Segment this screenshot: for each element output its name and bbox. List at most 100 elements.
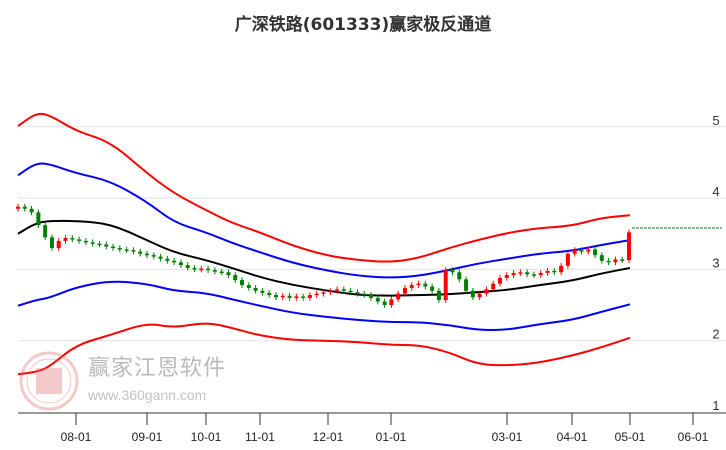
candle-down (436, 290, 441, 301)
x-tick-label: 03-01 (492, 430, 523, 444)
candle-down (369, 295, 374, 298)
candle-up (402, 287, 407, 294)
candle-up (199, 268, 204, 271)
x-tick-label: 04-01 (557, 430, 588, 444)
candle-down (287, 295, 292, 298)
candle-down (620, 259, 625, 261)
band-line-upper-outer (17, 112, 631, 263)
candle-up (389, 299, 394, 306)
candle-down (470, 290, 475, 298)
candle-down (579, 250, 584, 252)
candle-down (22, 206, 27, 209)
candle-down (83, 240, 88, 243)
candle-up (572, 250, 577, 254)
watermark-brand: 赢家江恩软件 (88, 356, 227, 381)
candle-down (104, 244, 109, 247)
candle-up (314, 293, 319, 296)
candle-down (260, 290, 265, 293)
candle-down (49, 237, 54, 249)
candle-down (226, 272, 231, 276)
candle-down (206, 268, 211, 271)
band-line-lower-inner (17, 280, 631, 332)
x-tick-label: 10-01 (191, 430, 222, 444)
candle-down (90, 242, 95, 244)
candle-down (599, 255, 604, 261)
candle-up (538, 272, 543, 276)
candle-up (518, 272, 523, 274)
candle-down (144, 253, 149, 256)
y-tick-label: 5 (712, 113, 719, 128)
band-line-lower-outer (17, 322, 631, 376)
y-tick-label: 2 (712, 327, 719, 342)
candle-up (328, 290, 333, 293)
candle-up (484, 289, 489, 294)
candle-down (423, 283, 428, 287)
candle-down (348, 290, 353, 293)
candle-down (430, 286, 435, 291)
candle-up (443, 270, 448, 301)
candle-up (477, 293, 482, 298)
candle-down (158, 256, 163, 259)
candle-up (16, 206, 20, 209)
candle-up (280, 295, 285, 298)
watermark-url: www.360gann.com (88, 387, 207, 403)
chart-title: 广深铁路(601333)赢家极反通道 (234, 15, 492, 35)
y-tick-label: 3 (712, 255, 719, 270)
candle-up (396, 293, 401, 300)
candle-down (117, 248, 122, 250)
candle-down (192, 267, 197, 270)
candle-down (36, 212, 41, 226)
candle-up (491, 283, 496, 290)
candle-down (212, 270, 217, 272)
candle-down (219, 271, 224, 274)
candle-down (185, 265, 190, 268)
candle-up (63, 238, 68, 241)
candle-down (267, 292, 272, 296)
candle-up (613, 259, 618, 263)
candle-up (565, 253, 570, 266)
candle-up (307, 295, 312, 298)
x-tick-label: 06-01 (678, 430, 709, 444)
candle-down (362, 293, 367, 296)
candle-down (138, 251, 143, 254)
candle-down (233, 275, 238, 281)
candle-up (294, 296, 299, 298)
y-tick-label: 4 (712, 184, 719, 199)
candle-down (457, 272, 462, 280)
candle-up (586, 249, 591, 252)
candle-down (606, 260, 611, 263)
x-tick-label: 12-01 (313, 430, 344, 444)
x-tick-label: 05-01 (615, 430, 646, 444)
watermark-seal-icon (19, 351, 79, 411)
candle-down (273, 295, 278, 298)
candle-down (355, 292, 360, 294)
candle-down (593, 249, 598, 256)
y-tick-label: 1 (712, 398, 719, 413)
candle-down (301, 296, 306, 298)
candle-down (124, 249, 129, 251)
candle-down (375, 297, 380, 302)
candle-down (240, 280, 245, 286)
candle-down (382, 301, 387, 306)
candle-up (504, 275, 509, 278)
x-tick-label: 01-01 (376, 430, 407, 444)
candle-up (498, 277, 503, 284)
candle-up (56, 240, 61, 249)
band-line-middle (17, 219, 631, 297)
candle-up (321, 292, 326, 294)
candle-down (77, 239, 82, 241)
candle-up (511, 272, 516, 276)
candle-down (525, 272, 530, 275)
candle-up (335, 289, 340, 291)
candle-down (246, 285, 251, 288)
candle-down (70, 238, 75, 240)
candle-up (627, 232, 631, 261)
candle-up (416, 283, 421, 286)
candle-down (111, 246, 116, 249)
candle-up (545, 270, 550, 273)
candle-down (43, 225, 48, 238)
candle-down (552, 270, 557, 273)
band-line-upper-inner (17, 162, 631, 279)
candle-down (97, 243, 102, 246)
